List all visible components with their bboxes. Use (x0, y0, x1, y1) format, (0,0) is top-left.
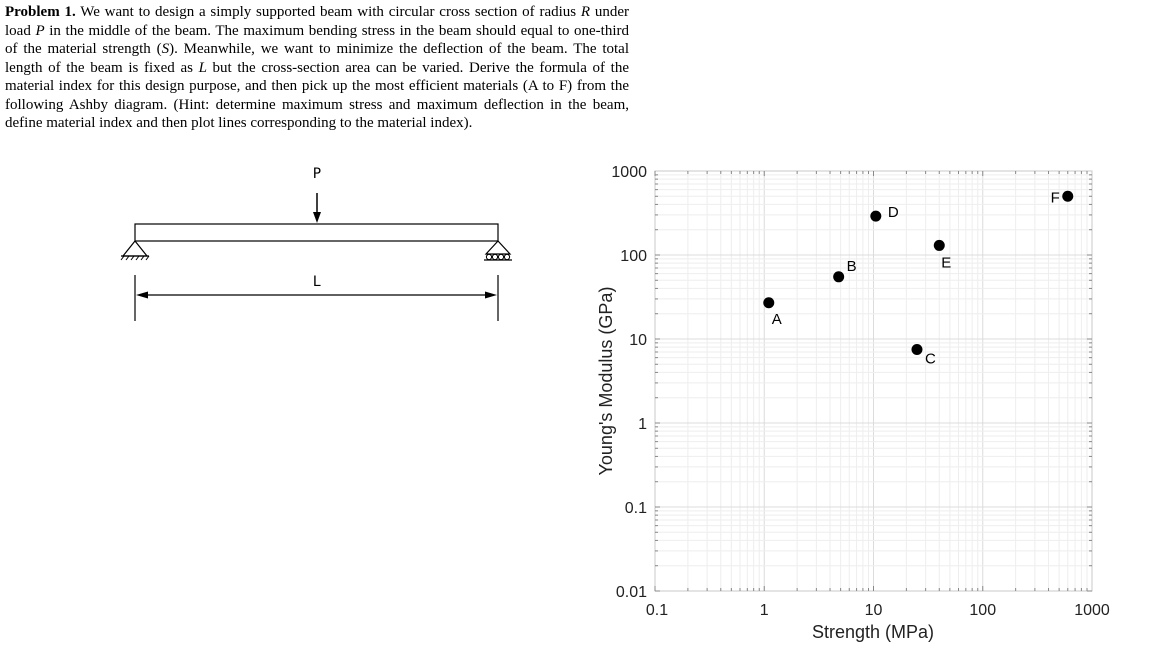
x-tick-label: 10 (865, 602, 883, 619)
problem-lead: Problem 1. (5, 4, 76, 20)
y-tick-label: 10 (629, 332, 647, 349)
y-axis-title: Young's Modulus (GPa) (596, 287, 616, 476)
load-label: P (313, 166, 321, 182)
y-tick-label: 100 (620, 248, 647, 265)
chart-points: A B C D E F (763, 189, 1074, 367)
data-point-e (933, 239, 945, 251)
y-tick-label: 0.1 (625, 500, 647, 517)
problem-text-segment: under load (5, 4, 629, 39)
problem-variable: L (198, 59, 207, 76)
length-dimension (134, 275, 499, 321)
problem-variable: P (35, 22, 45, 39)
x-tick-label: 1000 (1074, 602, 1110, 619)
problem-text-segment: We want to design a simply supported bea… (75, 4, 581, 20)
problem-text-segment: ). Meanwhile, we want to minimize the de… (5, 41, 630, 76)
data-point-d (870, 210, 882, 222)
pin-support-left (120, 240, 150, 261)
chart-ticks (654, 171, 1092, 592)
point-label-d: D (888, 204, 899, 221)
x-tick-label: 0.1 (646, 602, 668, 619)
point-label-f: F (1051, 189, 1060, 206)
problem-statement: Problem 1. We want to design a simply su… (5, 3, 629, 133)
data-point-b (833, 271, 845, 283)
problem-variable: S (161, 41, 170, 57)
roller-support-right (484, 240, 512, 261)
y-tick-label: 1000 (611, 164, 647, 181)
x-axis-title: Strength (MPa) (812, 622, 934, 642)
point-label-a: A (772, 311, 782, 328)
problem-text-segment: in the middle of the beam. The maximum b… (5, 22, 630, 58)
beam-body (134, 223, 499, 242)
data-point-c (911, 343, 923, 355)
problem-text-segment: but the cross-section area can be varied… (5, 59, 629, 132)
load-arrow (313, 193, 321, 223)
y-tick-label: 1 (638, 416, 647, 433)
point-label-e: E (941, 254, 951, 271)
chart-grid (654, 171, 1092, 592)
point-label-c: C (925, 350, 936, 367)
x-tick-label: 100 (969, 602, 996, 619)
beam-diagram: P L (120, 166, 512, 321)
data-point-a (763, 297, 775, 309)
y-tick-label: 0.01 (616, 584, 647, 601)
length-label: L (313, 274, 321, 290)
problem-variable: R (580, 4, 591, 20)
point-label-b: B (847, 258, 857, 275)
data-point-f (1062, 190, 1074, 202)
x-tick-label: 1 (760, 602, 769, 619)
